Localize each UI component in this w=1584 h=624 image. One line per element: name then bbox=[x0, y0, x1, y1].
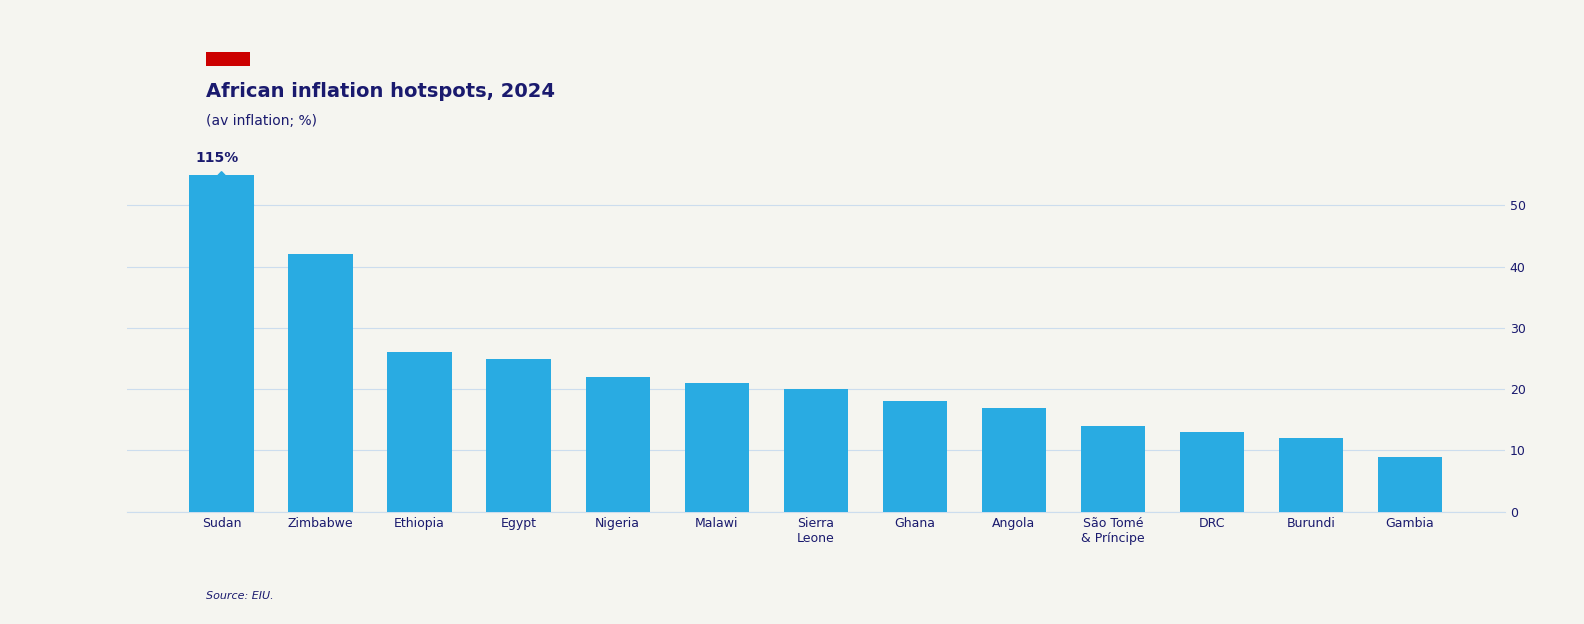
Bar bbox=[1278, 438, 1343, 512]
Bar bbox=[1378, 457, 1441, 512]
Text: African inflation hotspots, 2024: African inflation hotspots, 2024 bbox=[206, 82, 554, 100]
Bar bbox=[288, 255, 353, 512]
Bar bbox=[486, 359, 551, 512]
Text: 115%: 115% bbox=[195, 152, 238, 165]
Bar bbox=[388, 353, 451, 512]
Bar bbox=[586, 377, 649, 512]
Bar bbox=[784, 389, 847, 512]
Bar bbox=[982, 407, 1045, 512]
Bar bbox=[684, 383, 749, 512]
Bar bbox=[882, 401, 947, 512]
Text: Source: EIU.: Source: EIU. bbox=[206, 591, 274, 601]
Polygon shape bbox=[190, 172, 253, 205]
Bar bbox=[190, 0, 253, 512]
Text: (av inflation; %): (av inflation; %) bbox=[206, 114, 317, 128]
Bar bbox=[1180, 432, 1243, 512]
Bar bbox=[1080, 426, 1145, 512]
